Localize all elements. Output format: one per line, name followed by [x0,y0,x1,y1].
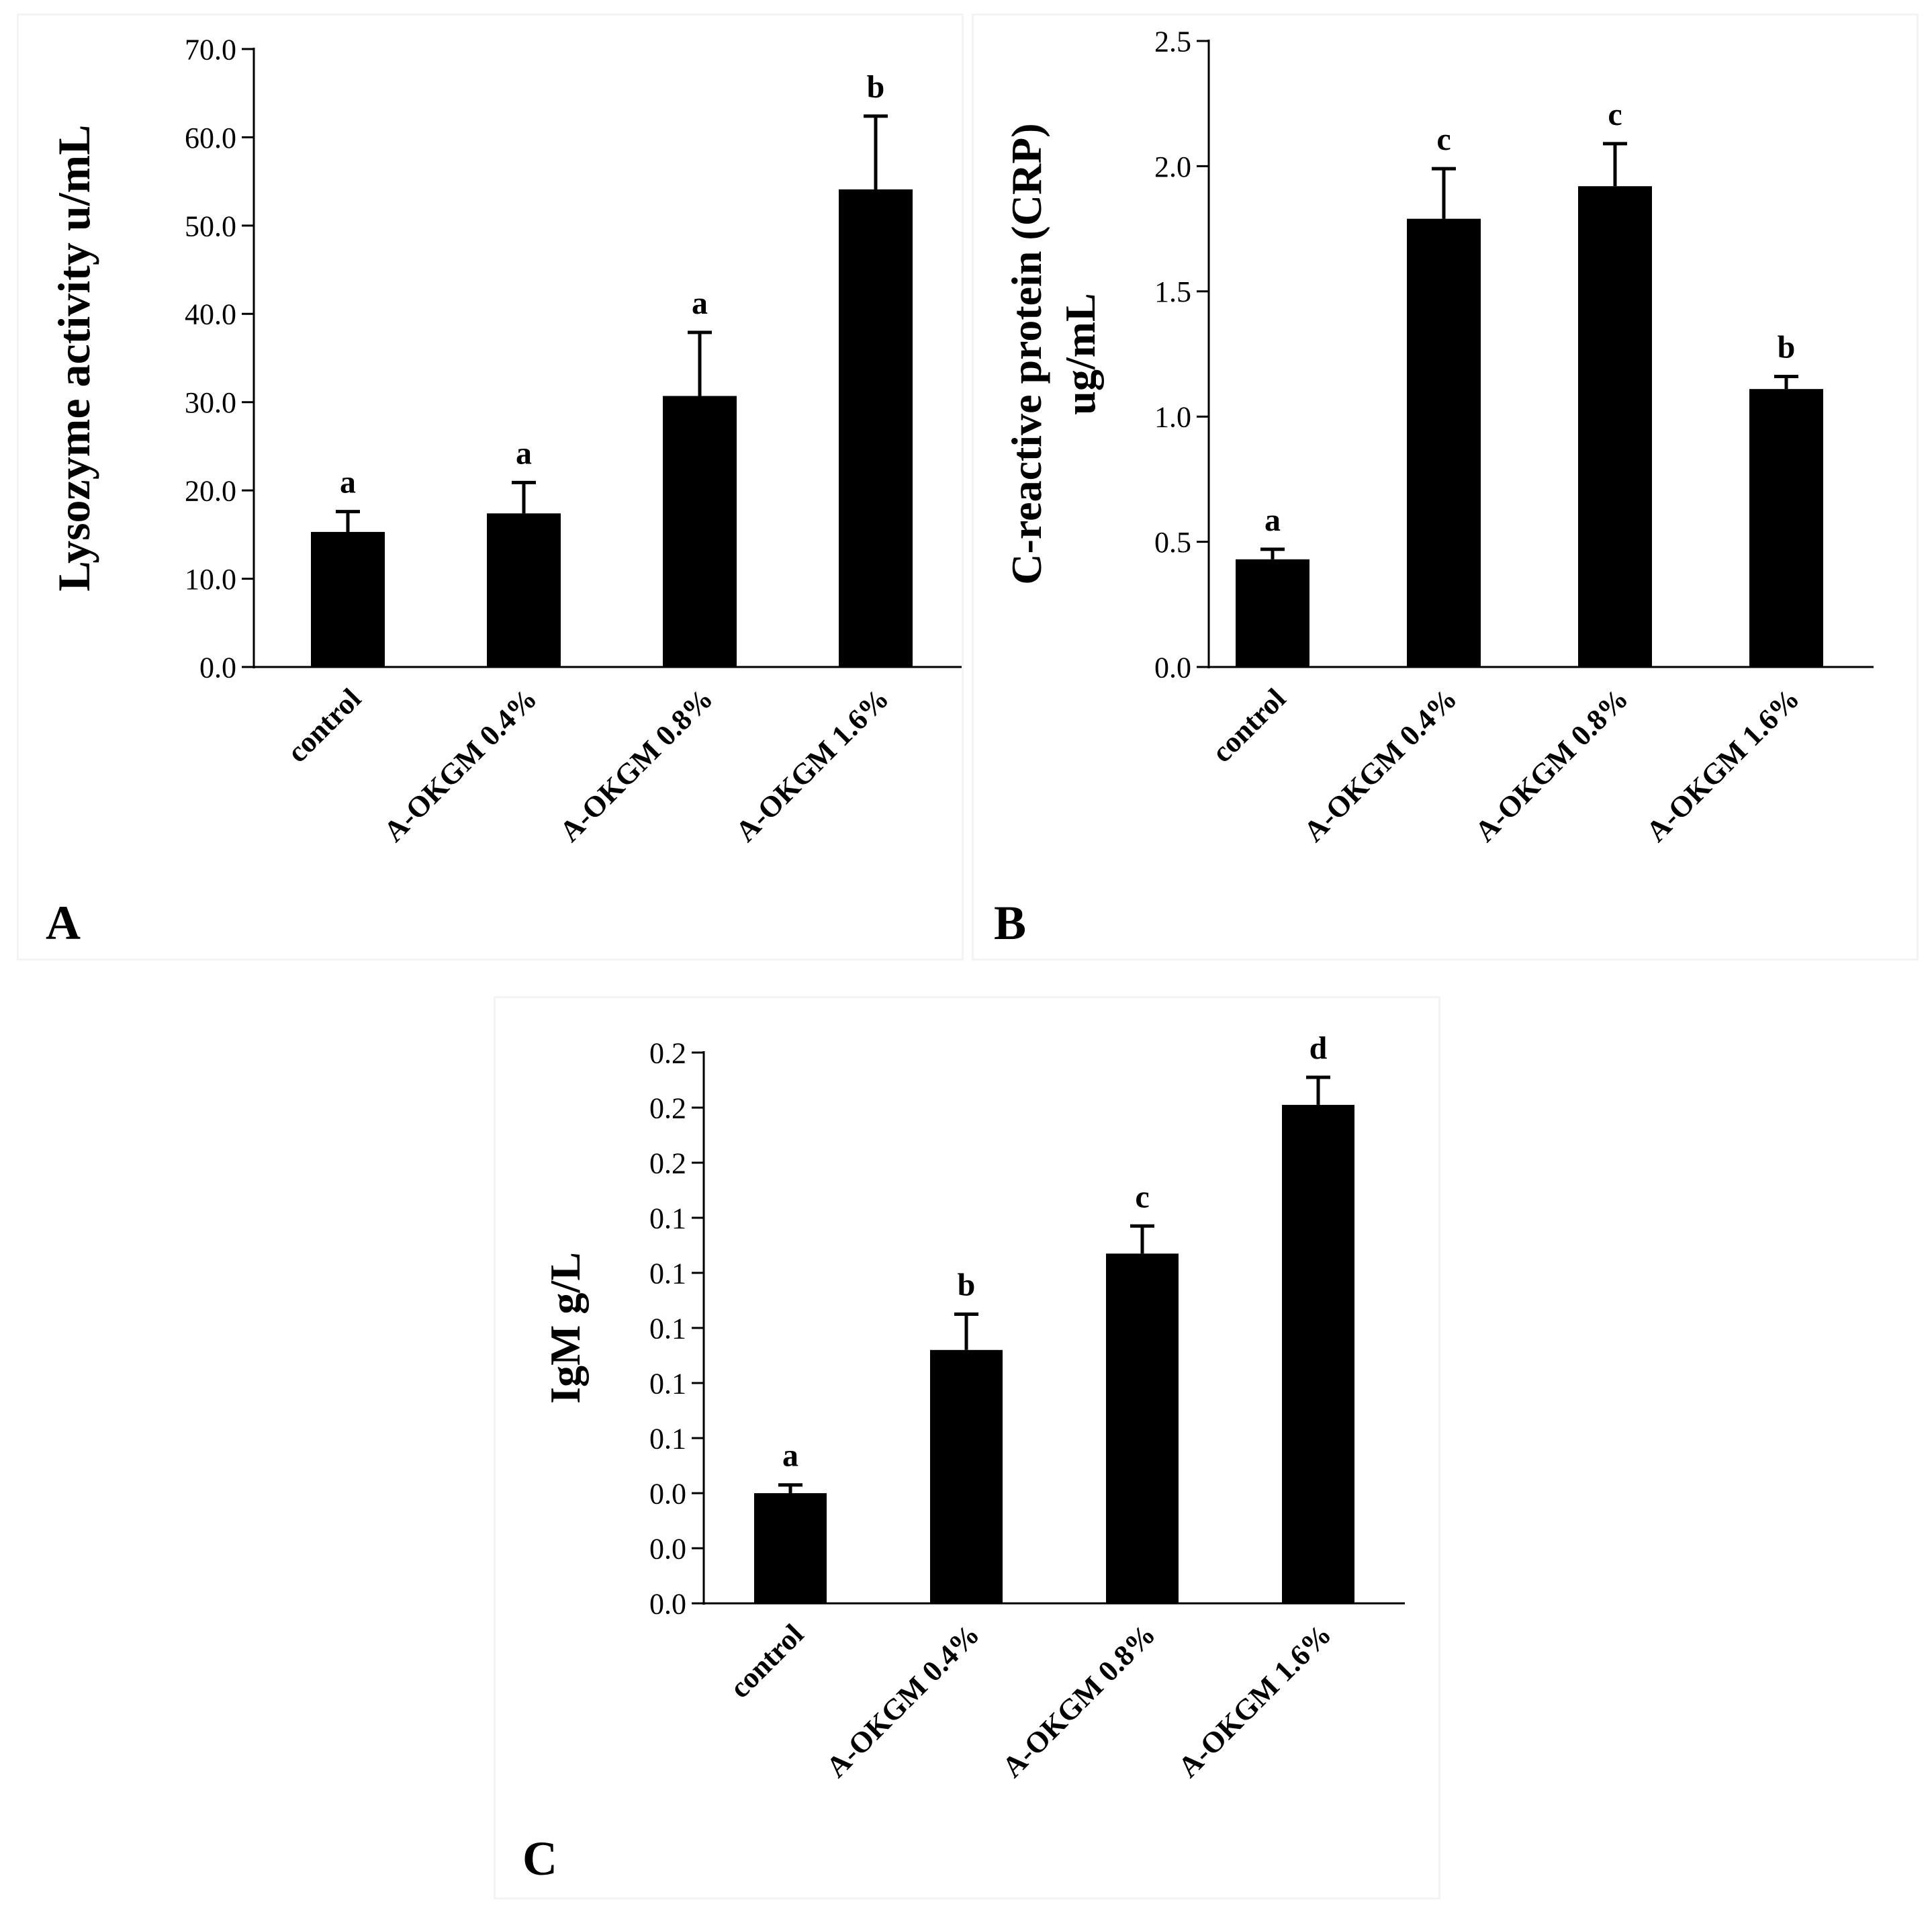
bar [1578,186,1652,667]
category-label: A-OKGM 0.8% [996,1617,1162,1783]
bar [754,1493,827,1603]
y-tick-label: 0.0 [649,1587,686,1620]
y-axis-label: C-reactive protein (CRP) [1003,123,1050,584]
category-label: control [1205,682,1292,768]
y-tick-label: 0.5 [1154,526,1191,559]
significance-letter: d [1309,1030,1328,1066]
bar [930,1349,1003,1603]
y-tick-label: 20.0 [185,475,236,508]
significance-letter: b [1778,330,1796,365]
y-tick-label: 60.0 [185,122,236,154]
y-tick-label: 0.0 [649,1532,686,1565]
bar [487,513,561,667]
y-axis-label: Lysozyme activity u/mL [48,124,99,591]
crp-chart: 0.0 0.5 1.0 1.5 2.0 2.5 C-reactive protein (CR… [994,25,1874,950]
significance-letter: c [1135,1179,1149,1214]
y-tick-label: 0.0 [199,651,236,684]
panel-b: 0.0 0.5 1.0 1.5 2.0 2.5 C-reactive protein (CR… [972,13,1919,961]
lysozyme-chart: 0.0 10.0 20.0 30.0 40.0 50.0 60.0 70.0 Lysozyme … [46,33,962,950]
y-tick-label: 2.5 [1154,25,1191,58]
bar [311,531,385,667]
panel-label: A [46,896,81,950]
y-axis-label-unit: ug/mL [1056,293,1104,414]
y-tick-label: 0.2 [649,1092,686,1124]
category-label: A-OKGM 0.4% [377,682,543,848]
y-tick-label: 0.1 [649,1257,686,1290]
y-tick-label: 2.0 [1154,150,1191,183]
igm-chart: 0.0 0.0 0.0 0.1 0.1 0.1 0.1 0.1 0.2 0.2 0.2 IgM g/L… [522,1030,1405,1885]
bar [1407,218,1481,667]
y-tick-label: 50.0 [185,210,236,242]
bar [1236,559,1309,667]
y-tick-label: 0.1 [649,1202,686,1235]
significance-letter: a [516,435,532,471]
category-label: A-OKGM 0.8% [553,682,719,848]
panel-label: B [994,896,1026,950]
significance-letter: a [340,465,356,500]
bar [839,189,913,667]
y-tick-label: 1.0 [1154,401,1191,434]
y-tick-label: 40.0 [185,298,236,331]
category-label: A-OKGM 0.4% [820,1617,986,1783]
bar [663,396,737,667]
category-label: control [723,1617,810,1704]
y-tick-label: 0.2 [649,1036,686,1069]
y-tick-label: 30.0 [185,386,236,419]
category-label: A-OKGM 0.8% [1469,682,1635,848]
panel-c: 0.0 0.0 0.0 0.1 0.1 0.1 0.1 0.1 0.2 0.2 0.2 IgM g/L… [494,996,1440,1900]
bar [1106,1253,1179,1603]
panel-label: C [522,1832,557,1885]
y-tick-label: 0.0 [1154,651,1191,684]
category-label: A-OKGM 1.6% [729,682,895,848]
category-label: A-OKGM 1.6% [1640,682,1806,848]
category-label: control [281,682,367,768]
y-tick-label: 0.1 [649,1422,686,1455]
bar [1749,389,1823,667]
bar [1282,1104,1354,1603]
panel-a: 0.0 10.0 20.0 30.0 40.0 50.0 60.0 70.0 Lysozyme … [17,13,964,961]
significance-letter: c [1436,122,1451,157]
y-tick-label: 0.0 [649,1477,686,1510]
y-tick-label: 70.0 [185,33,236,66]
category-label: A-OKGM 1.6% [1172,1617,1338,1783]
significance-letter: c [1608,97,1622,132]
significance-letter: a [1264,502,1281,538]
significance-letter: b [867,69,885,105]
significance-letter: a [782,1438,798,1474]
y-tick-label: 0.1 [649,1312,686,1345]
significance-letter: a [692,285,708,321]
y-tick-label: 1.5 [1154,275,1191,308]
y-tick-label: 0.2 [649,1147,686,1179]
y-axis-label: IgM g/L [541,1252,589,1404]
y-tick-label: 10.0 [185,563,236,596]
y-tick-label: 0.1 [649,1367,686,1400]
significance-letter: b [958,1267,976,1303]
category-label: A-OKGM 0.4% [1297,682,1463,848]
